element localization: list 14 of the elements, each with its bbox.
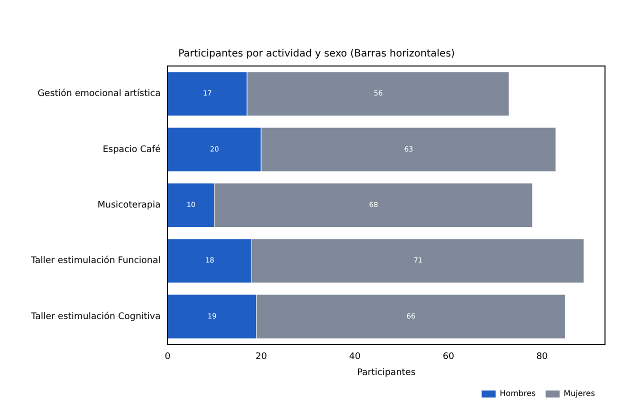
- y-tick-label: Taller estimulación Funcional: [30, 255, 161, 266]
- y-tick-label: Taller estimulación Cognitiva: [30, 310, 161, 322]
- legend-label: Mujeres: [564, 389, 596, 398]
- y-tick-label: Espacio Café: [102, 144, 162, 155]
- x-tick-label: 40: [349, 352, 361, 362]
- legend-label: Hombres: [500, 389, 536, 398]
- x-tick-label: 60: [442, 352, 454, 362]
- x-axis-title: Participantes: [357, 368, 416, 378]
- chart-title: Participantes por actividad y sexo (Barras horizontales): [178, 48, 455, 60]
- x-tick-label: 20: [256, 352, 268, 362]
- x-tick-label: 80: [536, 352, 548, 362]
- y-tick-label: Musicoterapia: [98, 200, 161, 211]
- y-tick-label: Gestión emocional artística: [38, 88, 161, 100]
- x-tick-label: 0: [164, 352, 171, 362]
